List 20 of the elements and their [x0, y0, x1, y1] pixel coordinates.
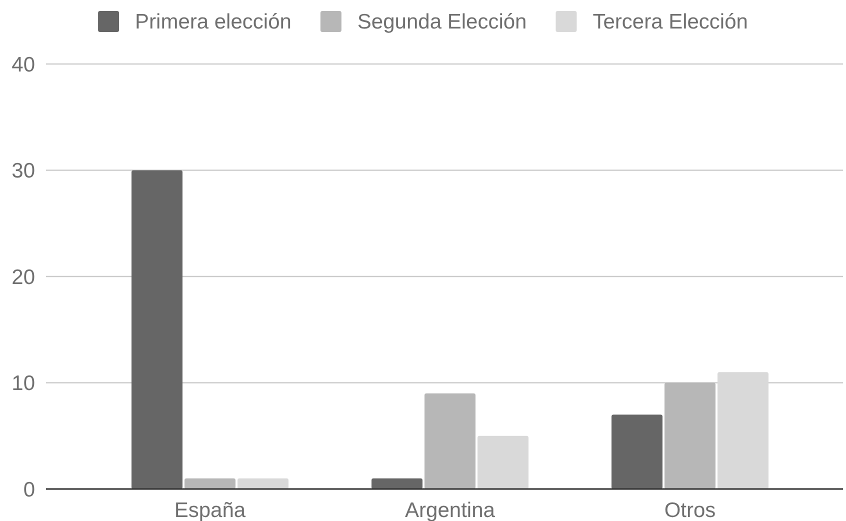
bar — [664, 382, 716, 489]
legend-label: Primera elección — [135, 10, 292, 34]
legend-label: Tercera Elección — [592, 10, 748, 34]
bar — [718, 372, 768, 489]
y-tick-label: 0 — [23, 478, 35, 502]
bar — [238, 478, 288, 489]
y-tick-label: 10 — [12, 372, 35, 396]
y-tick-label: 40 — [12, 53, 35, 76]
x-tick-label: Otros — [664, 499, 716, 521]
bar — [478, 436, 528, 489]
x-tick-label: España — [174, 499, 246, 521]
y-tick-label: 30 — [12, 160, 35, 183]
bar — [612, 414, 662, 489]
legend-label: Segunda Elección — [357, 10, 527, 34]
bar — [132, 170, 182, 489]
bar — [184, 478, 236, 489]
bar — [424, 393, 476, 489]
bar — [372, 478, 422, 489]
y-tick-label: 20 — [12, 266, 35, 289]
x-tick-label: Argentina — [405, 499, 496, 521]
